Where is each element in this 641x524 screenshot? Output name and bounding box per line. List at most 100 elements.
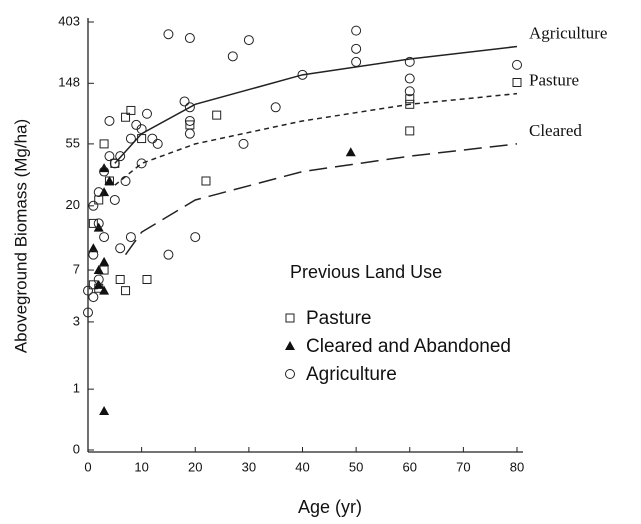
point-circle (163, 249, 174, 260)
x-tick-label: 0 (84, 459, 91, 474)
point-circle (93, 218, 104, 229)
point-triangle (99, 285, 110, 295)
point-triangle (345, 147, 356, 157)
x-tick-label: 30 (242, 459, 256, 474)
point-circle (243, 35, 254, 46)
y-tick-label: 1 (73, 381, 80, 396)
fit-curve (114, 45, 518, 164)
point-triangle (104, 175, 115, 185)
point-square (94, 195, 104, 205)
legend-marker (285, 341, 295, 350)
y-tick-label: 7 (73, 261, 80, 276)
point-circle (93, 274, 104, 285)
point-square (405, 99, 415, 109)
x-tick-label: 40 (295, 459, 309, 474)
point-square (137, 134, 147, 144)
point-triangle (93, 222, 104, 232)
point-circle (270, 102, 281, 113)
point-circle (120, 175, 131, 186)
point-circle (99, 166, 110, 177)
point-circle (88, 200, 99, 211)
point-square (126, 105, 136, 115)
point-triangle (88, 243, 99, 253)
point-circle (83, 307, 93, 318)
point-triangle (99, 256, 110, 266)
point-circle (131, 119, 142, 130)
point-circle (136, 158, 147, 169)
point-circle (83, 285, 93, 296)
point-square (201, 176, 211, 186)
legend-marker (285, 313, 295, 323)
point-circle (404, 56, 415, 67)
point-circle (512, 59, 522, 70)
point-circle (351, 56, 362, 67)
point-square (121, 286, 131, 296)
point-circle (163, 29, 174, 40)
point-circle (404, 86, 415, 97)
point-circle (93, 187, 104, 198)
point-square (88, 218, 98, 228)
point-circle (99, 232, 110, 243)
y-tick-label: 3 (73, 313, 80, 328)
point-circle (184, 102, 195, 113)
point-circle (227, 51, 238, 62)
point-square (115, 274, 125, 284)
y-tick-label: 20 (66, 197, 80, 212)
legend-label: Pasture (306, 308, 371, 329)
point-square (99, 139, 109, 149)
legend-title: Previous Land Use (290, 262, 442, 282)
point-circle (152, 138, 163, 149)
point-triangle (99, 163, 110, 173)
legend-marker (285, 369, 295, 379)
point-square (212, 110, 222, 120)
y-axis-label: Aboveground Biomass (Mg/ha) (11, 119, 30, 353)
point-circle (141, 108, 152, 119)
point-circle (238, 138, 249, 149)
point-triangle (99, 187, 110, 197)
point-circle (115, 243, 126, 254)
point-circle (184, 115, 195, 126)
point-circle (351, 25, 362, 36)
x-tick-label: 70 (456, 459, 470, 474)
point-circle (115, 151, 126, 162)
point-triangle (99, 405, 110, 415)
point-circle (125, 232, 136, 243)
y-tick-label: 55 (66, 135, 80, 150)
point-square (512, 77, 522, 87)
point-circle (179, 96, 190, 107)
point-square (405, 94, 415, 104)
point-circle (104, 151, 115, 162)
point-circle (125, 133, 136, 144)
curve-label: Pasture (529, 71, 579, 90)
point-circle (190, 232, 201, 243)
point-circle (351, 43, 362, 54)
x-tick-label: 50 (349, 459, 363, 474)
point-circle (109, 158, 120, 169)
x-tick-label: 10 (134, 459, 148, 474)
point-circle (109, 194, 120, 205)
x-axis-label: Age (yr) (298, 497, 362, 517)
fit-curve (124, 143, 518, 256)
y-tick-label: 0 (73, 441, 80, 456)
curve-label: Cleared (529, 121, 582, 140)
point-square (142, 274, 152, 284)
x-tick-label: 80 (510, 459, 524, 474)
x-tick-label: 20 (188, 459, 202, 474)
legend-label: Cleared and Abandoned (306, 336, 511, 357)
legend-label: Agriculture (306, 364, 397, 385)
y-tick-label: 148 (58, 75, 80, 90)
point-circle (147, 133, 158, 144)
point-square (405, 126, 415, 136)
y-tick-label: 403 (58, 13, 80, 28)
x-tick-label: 60 (403, 459, 417, 474)
point-triangle (93, 265, 104, 275)
point-square (121, 112, 131, 122)
point-circle (88, 292, 99, 303)
curve-label: Agriculture (529, 23, 607, 42)
point-circle (184, 33, 195, 44)
point-circle (297, 69, 308, 80)
point-circle (184, 128, 195, 139)
fit-curve (114, 92, 518, 186)
point-circle (88, 249, 99, 260)
